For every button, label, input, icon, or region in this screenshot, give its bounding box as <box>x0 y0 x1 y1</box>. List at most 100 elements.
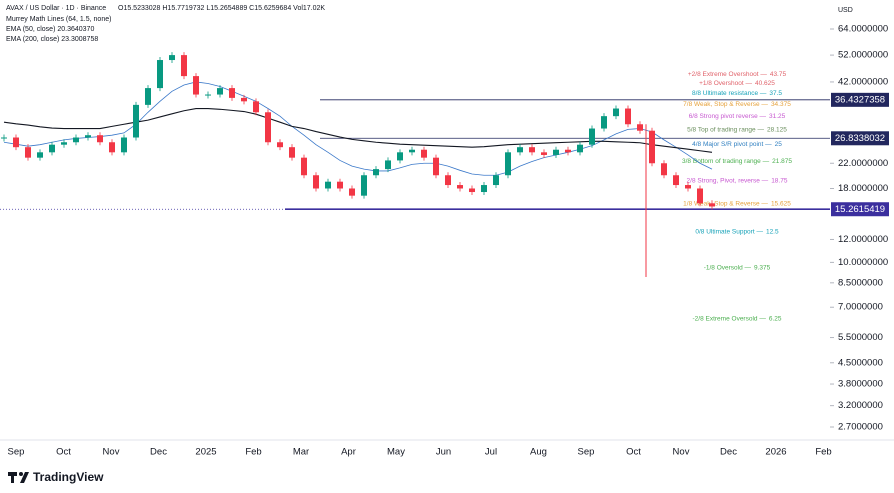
x-tick-label: Apr <box>341 447 356 458</box>
candle-body <box>169 55 175 61</box>
murrey-name: 5/8 Top of trading range — <box>687 126 764 133</box>
x-tick-label: Jul <box>485 447 497 458</box>
y-tick-label: 42.0000000 <box>838 76 888 87</box>
candle-body <box>37 152 43 158</box>
y-tick-label: 52.0000000 <box>838 50 888 61</box>
murrey-name: +1/8 Overshoot — <box>699 80 752 87</box>
murrey-name: 7/8 Weak, Stop & Reverse — <box>683 101 768 108</box>
y-tick-label: 8.5000000 <box>838 277 883 288</box>
x-tick-label: 2026 <box>765 447 786 458</box>
candle-body <box>289 147 295 158</box>
x-tick-label: Sep <box>578 447 595 458</box>
y-tick-label: 10.0000000 <box>838 257 888 268</box>
y-tick-label: 22.0000000 <box>838 158 888 169</box>
x-tick-label: Feb <box>245 447 261 458</box>
candle-body <box>313 175 319 189</box>
murrey-name: 1/8 Weak, Stop & Reverse — <box>683 200 768 207</box>
candle-body <box>109 142 115 153</box>
x-tick-label: Oct <box>56 447 71 458</box>
candle-body <box>97 135 103 143</box>
murrey-value: 21.875 <box>772 158 792 165</box>
candle-body <box>601 116 607 129</box>
murrey-value: 18.75 <box>771 177 788 184</box>
murrey-name: 4/8 Major S/R pivot point — <box>692 141 772 148</box>
candle-body <box>625 108 631 125</box>
price-box <box>831 131 889 146</box>
murrey-value: 15.625 <box>771 200 791 207</box>
candle-body <box>529 147 535 153</box>
y-tick-label: 5.5000000 <box>838 332 883 343</box>
y-tick-label: 12.0000000 <box>838 234 888 245</box>
y-tick-label: 3.2000000 <box>838 400 883 411</box>
currency-label: USD <box>838 7 853 14</box>
murrey-value: 25 <box>775 141 783 148</box>
candle-body <box>589 128 595 145</box>
murrey-value: 9.375 <box>754 264 771 271</box>
indicator-ema50: EMA (50, close) 20.3640370 <box>6 26 94 33</box>
logo-mark <box>11 472 14 483</box>
murrey-label: -1/8 Oversold —9.375 <box>704 264 771 271</box>
candle-body <box>613 108 619 117</box>
candle-body <box>133 104 139 138</box>
logo: TradingView <box>8 470 104 484</box>
candle-body <box>385 160 391 170</box>
candle-body <box>325 181 331 189</box>
y-tick-label: 7.0000000 <box>838 302 883 313</box>
x-tick-label: Oct <box>626 447 641 458</box>
ohlc: O15.5233028 H15.7719732 L15.2654889 C15.… <box>118 5 325 12</box>
murrey-name: 3/8 Bottom of trading range — <box>682 158 770 165</box>
symbol-title: AVAX / US Dollar · 1D · Binance <box>6 5 106 12</box>
candle-body <box>469 188 475 193</box>
x-tick-label: Dec <box>150 447 167 458</box>
candle-body <box>349 188 355 196</box>
candle-body <box>205 94 211 96</box>
x-tick-label: Feb <box>815 447 831 458</box>
candle-body <box>697 188 703 204</box>
plot: 64.0000000 52.0000000 42.0000000 22.0000000… <box>0 24 889 458</box>
murrey-name: -1/8 Oversold — <box>704 264 752 271</box>
candle-body <box>49 144 55 153</box>
candle-body <box>121 137 127 153</box>
murrey-value: 40.625 <box>755 80 775 87</box>
murrey-value: 12.5 <box>766 228 779 235</box>
candle-body <box>553 149 559 155</box>
murrey-name: +2/8 Extreme Overshoot — <box>688 71 767 78</box>
candle-body <box>277 142 283 148</box>
y-tick-label: 18.0000000 <box>838 183 888 194</box>
candle-body <box>649 130 655 164</box>
x-tick-label: Aug <box>530 447 547 458</box>
candle-body <box>13 137 19 148</box>
murrey-name: -2/8 Extreme Oversold — <box>693 315 767 322</box>
candle-body <box>445 175 451 186</box>
candle-body <box>577 144 583 153</box>
candle-body <box>565 149 571 153</box>
candle-body <box>361 175 367 196</box>
murrey-label: 4/8 Major S/R pivot point —25 <box>692 141 782 148</box>
candle-body <box>517 147 523 153</box>
candle-body <box>145 88 151 105</box>
murrey-label: 6/8 Strong pivot reverse —31.25 <box>689 113 786 120</box>
murrey-label: +2/8 Extreme Overshoot —43.75 <box>688 71 787 78</box>
price-box-label: 36.4327358 <box>835 94 885 105</box>
price-box-label: 15.2615419 <box>835 204 885 215</box>
candle-body <box>637 124 643 131</box>
x-tick-label: Nov <box>103 447 120 458</box>
indicator-murrey: Murrey Math Lines (64, 1.5, none) <box>6 16 111 23</box>
murrey-name: 2/8 Strong, Pivot, reverse — <box>687 177 769 184</box>
murrey-label: 7/8 Weak, Stop & Reverse —34.375 <box>683 101 791 108</box>
murrey-name: 8/8 Ultimate resistance — <box>692 90 767 97</box>
murrey-label: 0/8 Ultimate Support —12.5 <box>695 228 779 235</box>
candle-body <box>709 203 715 207</box>
candle-body <box>229 88 235 98</box>
candle-body <box>409 149 415 153</box>
candle-body <box>85 135 91 138</box>
price-box-label: 26.8338032 <box>835 133 885 144</box>
y-tick-label: 64.0000000 <box>838 24 888 35</box>
x-tick-label: Dec <box>720 447 737 458</box>
murrey-label: +1/8 Overshoot —40.625 <box>699 80 775 87</box>
candle-body <box>541 152 547 155</box>
candle-body <box>673 175 679 186</box>
price-box <box>831 202 889 217</box>
candle-body <box>457 185 463 189</box>
